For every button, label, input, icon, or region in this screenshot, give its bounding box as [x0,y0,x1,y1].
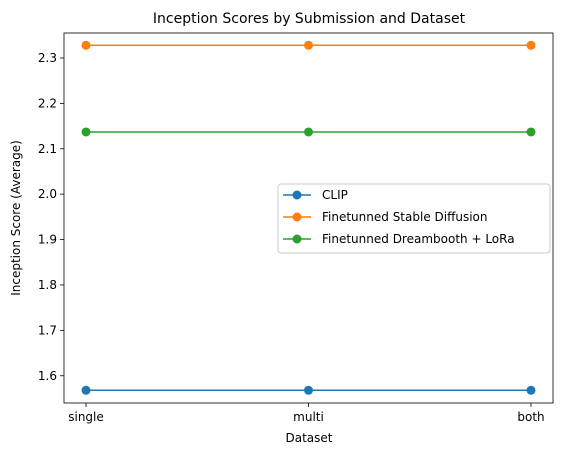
x-axis-label: Dataset [286,431,333,445]
legend-marker [292,234,302,244]
legend-label: CLIP [322,188,348,202]
series-1 [81,40,536,50]
data-point [304,40,313,50]
data-point [81,127,91,137]
plot-area [63,32,554,404]
data-point [81,385,91,395]
legend-entry: Finetunned Stable Diffusion [283,210,488,224]
y-tick-label: 1.6 [38,369,57,383]
legend-marker [292,212,302,222]
legend: CLIP Finetunned Stable Diffusion Finetunne… [277,183,551,254]
x-axis: single multi both [68,403,545,424]
y-tick-label: 2.3 [38,51,57,65]
data-point [304,127,313,137]
data-point [526,40,536,50]
chart-title: Inception Scores by Submission and Datas… [153,11,466,27]
series-layer [81,40,536,395]
y-tick-label: 1.9 [38,233,57,247]
y-tick-label: 2.2 [38,96,57,110]
series-0 [81,385,536,395]
legend-entry: CLIP [283,188,348,202]
data-point [526,385,536,395]
legend-label: Finetunned Stable Diffusion [322,210,488,224]
legend-frame [277,183,551,254]
data-point [526,127,536,137]
legend-items: CLIP Finetunned Stable Diffusion Finetunne… [283,188,515,246]
y-tick-label: 2.0 [38,187,57,201]
legend-entry: Finetunned Dreambooth + LoRa [283,232,515,246]
legend-marker [292,190,302,200]
legend-label: Finetunned Dreambooth + LoRa [322,232,515,246]
x-tick-label: single [68,410,104,424]
series-2 [81,127,536,137]
y-tick-label: 1.7 [38,323,57,337]
y-tick-label: 1.8 [38,278,57,292]
data-point [81,40,91,50]
y-axis-label: Inception Score (Average) [9,140,23,296]
x-tick-label: multi [293,410,324,424]
y-tick-label: 2.1 [38,142,57,156]
y-axis: 1.6 1.7 1.8 1.9 2.0 2.1 2.2 2.3 [38,51,64,383]
x-tick-label: both [517,410,544,424]
data-point [304,385,313,395]
